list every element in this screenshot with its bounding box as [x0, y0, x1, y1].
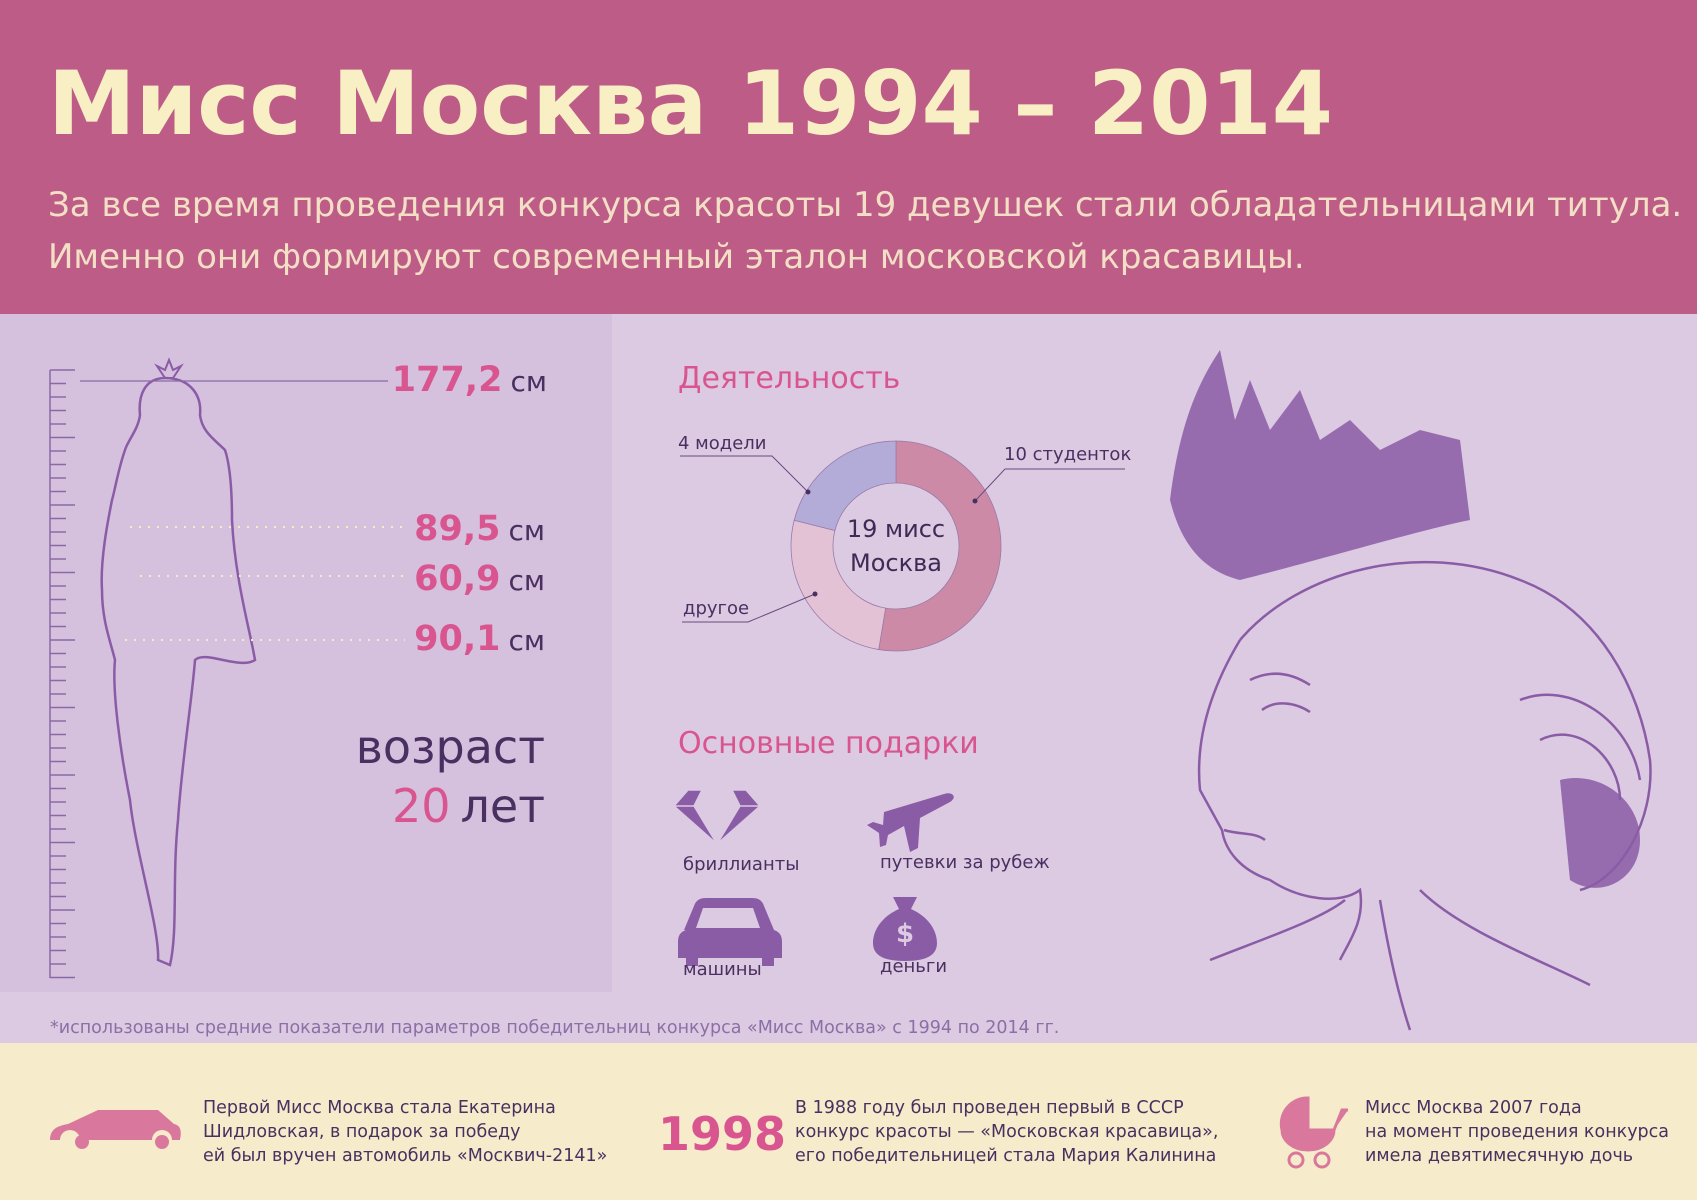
- wheel: [1287, 1151, 1305, 1169]
- fact-line: конкурс красоты — «Московская красавица»…: [795, 1122, 1218, 1142]
- fact-line: Мисс Москва 2007 года: [1365, 1098, 1582, 1118]
- fact-year: 1998: [658, 1107, 786, 1161]
- money-symbol: $: [896, 919, 914, 949]
- header-band: [0, 0, 1697, 314]
- measurement-value: 90,1: [414, 619, 500, 659]
- diamond-icon: [672, 789, 762, 846]
- donut-chart: [790, 440, 1002, 652]
- age-value: 20: [392, 779, 451, 833]
- leader-dot: [805, 489, 811, 495]
- fact-line: имела девятимесячную дочь: [1365, 1146, 1633, 1166]
- age: 20 лет: [392, 779, 545, 833]
- measurement: 89,5 см: [414, 509, 545, 549]
- measurement-value: 60,9: [414, 559, 500, 599]
- measurement: 177,2 см: [392, 360, 547, 400]
- car-icon: [678, 898, 782, 966]
- ruler: [49, 369, 75, 979]
- measurement-unit: см: [508, 514, 545, 547]
- wheel: [75, 1135, 89, 1149]
- crown-illustration: [1170, 350, 1470, 580]
- donut-center-label: 19 мисс: [847, 515, 945, 543]
- donut-label: 10 студенток: [1004, 444, 1131, 465]
- leader-line: [680, 455, 809, 493]
- wheel: [1313, 1151, 1331, 1169]
- age-unit: лет: [461, 779, 546, 833]
- left-panel: [0, 314, 612, 992]
- footnote: *использованы средние показатели парамет…: [50, 1018, 1059, 1038]
- measurement: 90,1 см: [414, 619, 545, 659]
- gifts-title: Основные подарки: [678, 726, 979, 761]
- footer-car-icon: [50, 1110, 181, 1140]
- hair-bun: [1560, 778, 1640, 888]
- gift-label: деньги: [880, 956, 947, 977]
- fact-line: Шидловская, в подарок за победу: [203, 1122, 521, 1142]
- stroller-icon: [1279, 1096, 1348, 1152]
- leader-dot: [972, 498, 978, 504]
- donut-segment: [790, 519, 887, 651]
- chart-title: Деятельность: [678, 361, 900, 396]
- donut-segment: [878, 440, 1002, 652]
- footer-band: [0, 1043, 1697, 1200]
- fact-line: на момент проведения конкурса: [1365, 1122, 1669, 1142]
- subtitle-line: За все время проведения конкурса красоты…: [48, 185, 1682, 225]
- measurement-unit: см: [508, 624, 545, 657]
- measurement: 60,9 см: [414, 559, 545, 599]
- gift-label: бриллианты: [683, 854, 799, 875]
- fact-line: В 1988 году был проведен первый в СССР: [795, 1098, 1184, 1118]
- fact-line: его победительницей стала Мария Калинина: [795, 1146, 1216, 1166]
- donut-center-label: Москва: [850, 549, 942, 577]
- title: Мисс Москва 1994 – 2014: [48, 52, 1333, 155]
- fact-line: ей был вручен автомобиль «Москвич-2141»: [203, 1146, 607, 1166]
- leader-line: [682, 593, 816, 623]
- leader-dot: [812, 591, 818, 597]
- leader-line: [974, 468, 1125, 502]
- measurement-value: 89,5: [414, 509, 500, 549]
- donut-label: другое: [683, 598, 749, 619]
- donut-segment: [793, 440, 897, 532]
- donut-label: 4 модели: [678, 433, 767, 454]
- measurement-unit: см: [508, 564, 545, 597]
- tiara-icon: [154, 357, 184, 379]
- gift-label: машины: [683, 959, 762, 980]
- money-icon: [873, 897, 937, 961]
- woman-silhouette: [100, 376, 257, 967]
- plane-icon: [867, 793, 954, 852]
- wheel: [155, 1135, 169, 1149]
- age-label: возраст: [356, 720, 545, 774]
- subtitle-line: Именно они формируют современный эталон …: [48, 237, 1305, 277]
- gift-label: путевки за рубеж: [880, 852, 1050, 873]
- measurement-unit: см: [510, 365, 547, 398]
- measurement-value: 177,2: [392, 360, 503, 400]
- fact-line: Первой Мисс Москва стала Екатерина: [203, 1098, 556, 1118]
